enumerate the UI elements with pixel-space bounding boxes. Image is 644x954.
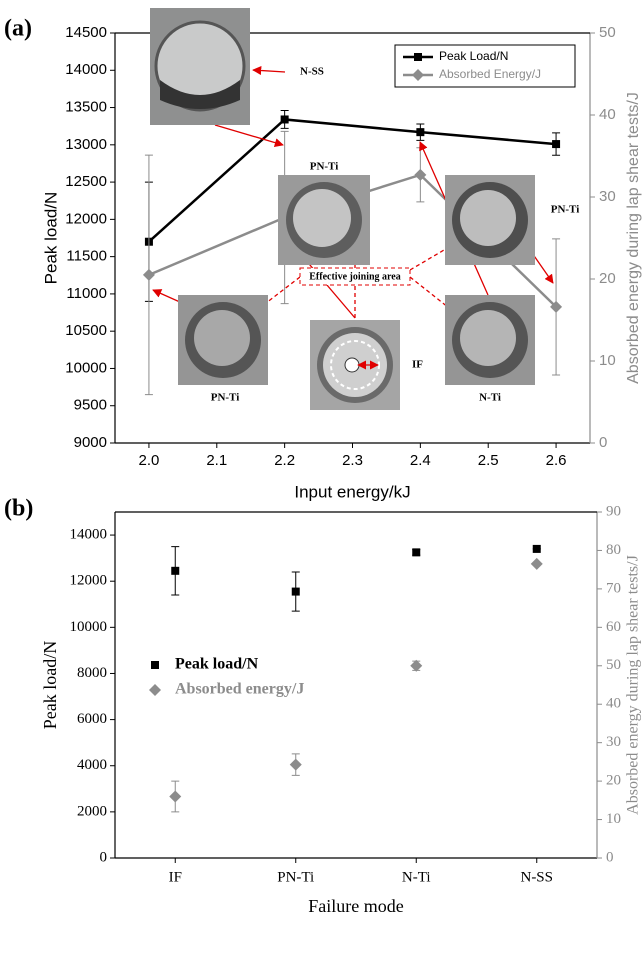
y-tick-label: 6000 (77, 711, 107, 727)
panel: (a)9000950010000105001100011500120001250… (4, 16, 642, 502)
y2-tick-label: 20 (599, 270, 616, 287)
y2-tick-label: 0 (599, 434, 607, 451)
y-tick-label: 13500 (65, 99, 107, 116)
marker (291, 587, 300, 596)
y-tick-label: 2000 (77, 803, 107, 819)
y2-tick-label: 30 (606, 734, 621, 750)
legend-label: Peak Load/N (439, 49, 508, 63)
y-tick-label: 14500 (65, 24, 107, 41)
marker (412, 548, 421, 557)
x-tick-label: PN-Ti (277, 869, 314, 885)
photo-overlay: N-SS PN-Ti PN-Ti PN-Ti N-Ti IF Effective… (150, 8, 579, 410)
marker (169, 790, 182, 803)
y-tick-label: 10000 (70, 619, 108, 635)
y2-tick-label: 80 (606, 542, 621, 558)
annotation: PN-Ti (310, 161, 339, 173)
y2-tick-label: 10 (606, 811, 621, 827)
legend-label: Absorbed energy/J (175, 681, 304, 698)
marker (142, 268, 155, 281)
marker (410, 659, 423, 672)
y2-tick-label: 40 (599, 106, 616, 123)
panel: (b) 0 2000 4000 6000 8000 10000 12000 14000 0 10 20… (4, 496, 642, 917)
y2-tick-label: 50 (599, 24, 616, 41)
photo (178, 295, 268, 385)
x-tick-label: 2.4 (410, 452, 431, 469)
marker (280, 115, 289, 124)
x-tick-label: 2.1 (206, 452, 227, 469)
photo (445, 175, 535, 265)
photo (445, 295, 535, 385)
x-tick-label: 2.6 (546, 452, 567, 469)
marker (171, 566, 180, 575)
y-tick-label: 13000 (65, 136, 107, 153)
marker (414, 53, 422, 61)
annotation: N-Ti (479, 392, 501, 404)
marker (289, 758, 302, 771)
legend-label: Peak load/N (175, 656, 259, 673)
x-tick-label: IF (169, 869, 182, 885)
y-tick-label: 11500 (66, 248, 107, 265)
y-tick-label: 14000 (65, 61, 107, 78)
marker (412, 69, 424, 81)
annotation: PN-Ti (211, 392, 240, 404)
legend-label: Absorbed Energy/J (439, 67, 541, 81)
series-line (148, 118, 557, 243)
annotation: Effective joining area (309, 271, 400, 282)
marker (149, 684, 161, 696)
x-axis-title: Failure mode (308, 896, 403, 916)
marker (414, 168, 427, 181)
y-tick-label: 12000 (70, 573, 108, 589)
y-tick-label: 14000 (70, 527, 108, 543)
x-tick-label: N-Ti (402, 869, 431, 885)
y-tick-label: 10000 (65, 359, 107, 376)
y2-tick-label: 70 (606, 580, 621, 596)
marker (416, 128, 425, 137)
y-tick-label: 10500 (65, 322, 107, 339)
y2-axis-title: Absorbed energy during lap shear tests/J (625, 555, 642, 815)
y2-tick-label: 10 (599, 352, 616, 369)
y2-tick-label: 50 (606, 657, 621, 673)
y-tick-label: 8000 (77, 665, 107, 681)
annotation-box (299, 267, 411, 286)
y2-axis-title: Absorbed energy during lap shear tests/J (625, 92, 642, 384)
y-tick-label: 11000 (66, 285, 107, 302)
y-tick-label: 4000 (77, 757, 107, 773)
marker (550, 300, 563, 313)
marker (530, 557, 543, 570)
x-tick-label: N-SS (520, 869, 553, 885)
y2-tick-label: 30 (599, 188, 616, 205)
y2-tick-label: 90 (606, 503, 621, 519)
x-tick-label: 2.5 (478, 452, 499, 469)
annotation: IF (412, 359, 423, 371)
annotation: N-SS (300, 66, 324, 78)
photo (278, 175, 370, 265)
y-tick-label: 9000 (74, 434, 107, 451)
panel-label: (b) (4, 496, 33, 522)
x-tick-label: 2.0 (138, 452, 159, 469)
marker (552, 140, 561, 149)
y-axis-title: Peak load/N (40, 641, 60, 729)
y2-tick-label: 40 (606, 696, 621, 712)
legend-box (394, 44, 576, 88)
x-tick-label: 2.2 (274, 452, 295, 469)
y2-tick-label: 60 (606, 619, 621, 635)
photo (150, 8, 250, 125)
y-tick-label: 12000 (65, 210, 107, 227)
y2-tick-label: 0 (606, 849, 614, 865)
x-tick-label: 2.3 (342, 452, 363, 469)
y2-tick-label: 20 (606, 773, 621, 789)
photo (310, 320, 400, 410)
annotation: PN-Ti (551, 204, 580, 216)
y-tick-label: 9500 (74, 397, 107, 414)
y-tick-label: 12500 (65, 173, 107, 190)
y-tick-label: 0 (100, 849, 108, 865)
marker (532, 544, 541, 553)
x-axis-title: Input energy/kJ (294, 482, 410, 501)
panel-label: (a) (4, 16, 32, 42)
marker (151, 661, 159, 669)
y-axis-title: Peak load/N (41, 192, 60, 285)
